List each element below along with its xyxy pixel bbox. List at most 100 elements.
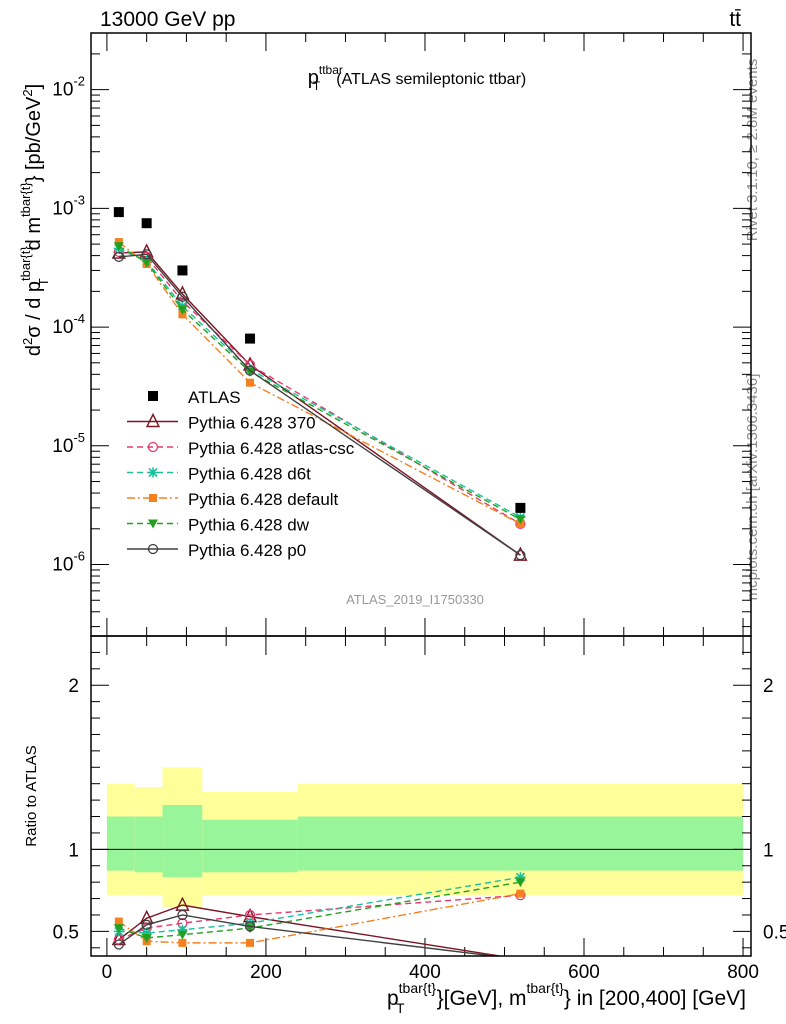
- ratio-marker: [114, 917, 123, 926]
- main-y-ticks: 10-6 10-5 10-4 10-3 10-2: [52, 32, 751, 628]
- series-pythia-6-428-default: [114, 238, 525, 528]
- y-tick-exponent: -2: [73, 74, 85, 89]
- ratio-band-inner: [106, 816, 135, 871]
- ratio-series-pythia-6-428-370: [111, 896, 505, 956]
- data-point: [113, 207, 124, 218]
- ratio-band-inner: [162, 805, 203, 878]
- y-tick-label: 10-3: [52, 192, 85, 219]
- series-marker: [113, 251, 124, 263]
- ratio-y-axis-label: Ratio to ATLAS: [23, 745, 40, 846]
- series-marker: [246, 378, 255, 387]
- legend-label: ATLAS: [188, 388, 241, 407]
- y-tick-exponent: -4: [73, 311, 85, 326]
- x-tick-label: 600: [568, 962, 600, 983]
- ratio-uncertainty-bands: [106, 767, 744, 907]
- ratio-marker: [515, 878, 526, 888]
- y-tick-exponent: -6: [73, 549, 85, 564]
- series-pythia-6-428-p0: [113, 249, 526, 561]
- legend-label: Pythia 6.428 d6t: [188, 465, 311, 484]
- legend-marker: [148, 519, 158, 529]
- ratio-marker: [177, 930, 188, 940]
- ratio-marker: [141, 933, 152, 943]
- ratio-marker: [244, 921, 256, 932]
- ratio-marker: [141, 928, 152, 939]
- series-marker: [515, 549, 526, 561]
- ratio-marker: [177, 909, 188, 921]
- data-point: [245, 333, 256, 344]
- analysis-label: ATLAS_2019_I1750330: [346, 592, 484, 607]
- legend-label: Pythia 6.428 default: [188, 490, 339, 509]
- series-marker: [244, 365, 256, 376]
- x-tick-label: 200: [250, 962, 282, 983]
- y-tick-label: 10-6: [52, 549, 85, 576]
- y-tick-label: 10-4: [52, 311, 85, 338]
- ratio-band-inner: [134, 816, 163, 873]
- series-marker: [113, 242, 124, 252]
- ratio-series-pythia-6-428-dw: [113, 878, 526, 943]
- series-line: [118, 253, 521, 556]
- ratio-band-inner: [202, 819, 298, 873]
- legend-item: Pythia 6.428 dw: [127, 516, 310, 535]
- data-point: [515, 502, 526, 513]
- ratio-marker: [177, 924, 188, 935]
- ratio-series-group: [111, 872, 526, 956]
- mcplots-label: mcplots.cern.ch [arXiv:1306.3436]: [744, 374, 761, 601]
- ratio-tick-label-left: 1: [68, 840, 79, 861]
- series-line: [118, 251, 521, 556]
- series-marker: [177, 291, 188, 302]
- ratio-series-pythia-6-428-p0: [113, 909, 500, 956]
- svg-text:ptbar{t}T}[GeV], mtbar{t}} in: ptbar{t} T}[GeV], mtbar{t}} in [200,400] …: [387, 980, 746, 1016]
- ratio-marker: [245, 918, 256, 929]
- x-tick-label: 400: [409, 962, 441, 983]
- ratio-tick-label-right: 2: [763, 676, 774, 697]
- legend-item: Pythia 6.428 p0: [127, 541, 306, 560]
- series-line: [118, 241, 521, 525]
- process-label: tt̄: [729, 8, 741, 31]
- legend-item: Pythia 6.428 default: [127, 490, 339, 509]
- x-tick-label: 800: [727, 962, 759, 983]
- series-marker: [515, 515, 526, 525]
- x-ticks: 0 200 400 600 800: [102, 33, 759, 983]
- series-marker: [245, 367, 256, 377]
- series-marker: [141, 249, 152, 260]
- data-point: [177, 265, 188, 276]
- series-pythia-6-428-dw: [113, 242, 526, 525]
- ratio-marker: [178, 938, 187, 947]
- legend-item: Pythia 6.428 atlas-csc: [127, 439, 355, 458]
- ratio-tick-label-right: 1: [763, 840, 774, 861]
- series-atlas-data: [113, 207, 526, 513]
- ratio-y-ticks: 0.5 0.5 1 1 2 2: [53, 651, 786, 949]
- data-point: [141, 218, 152, 229]
- legend-item: Pythia 6.428 370: [127, 412, 316, 433]
- legend-label: Pythia 6.428 dw: [188, 516, 310, 535]
- legend-marker: [147, 543, 159, 555]
- ratio-plot-frame: [90, 635, 752, 957]
- legend-marker: [148, 467, 158, 478]
- ratio-band-inner: [297, 816, 744, 871]
- x-tick-label: 0: [102, 962, 113, 983]
- legend-label: Pythia 6.428 atlas-csc: [188, 439, 355, 458]
- svg-text:d2σ / d ptbar{t}Td mtbar{t}} [: d2σ / d ptbar{t}Td mtbar{t}} [pb/GeV2]: [18, 84, 51, 356]
- series-line: [118, 247, 521, 518]
- ratio-line: [118, 914, 500, 956]
- series-marker: [114, 238, 123, 247]
- ratio-marker: [515, 872, 526, 883]
- ratio-tick-label-left: 2: [68, 676, 79, 697]
- energy-label: 13000 GeV pp: [100, 8, 235, 31]
- legend-label: Pythia 6.428 p0: [188, 541, 306, 560]
- ratio-marker: [113, 939, 124, 950]
- main-series-group: [111, 207, 528, 561]
- legend-label: Pythia 6.428 370: [188, 414, 316, 433]
- ratio-marker: [246, 938, 255, 947]
- ratio-marker: [113, 924, 124, 934]
- ratio-line: [118, 904, 505, 956]
- y-tick-label: 10-2: [52, 74, 85, 101]
- rivet-label: Rivet 3.1.10, ≥ 2.8M events: [744, 59, 761, 242]
- legend-marker: [149, 494, 157, 502]
- legend-marker: [147, 441, 159, 453]
- ratio-marker: [141, 919, 152, 930]
- series-marker: [177, 305, 188, 315]
- legend-marker: [148, 391, 158, 401]
- y-tick-exponent: -5: [73, 430, 85, 445]
